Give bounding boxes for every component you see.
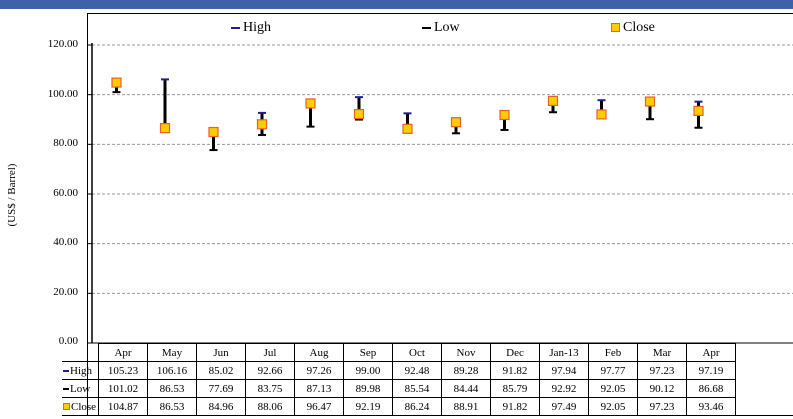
legend-item-low: Low bbox=[422, 20, 460, 36]
category-label: Apr bbox=[686, 343, 736, 362]
cell-low: 86.53 bbox=[147, 379, 197, 398]
close-marker bbox=[111, 77, 122, 88]
legend: High Low Close bbox=[88, 18, 793, 42]
data-table-row-high: High 105.23 106.16 85.02 92.66 97.26 99.… bbox=[62, 361, 736, 380]
row-close-label: Close bbox=[71, 400, 97, 413]
cell-high: 99.00 bbox=[343, 361, 393, 380]
close-marker bbox=[644, 96, 656, 107]
y-tick-40: 40.00 bbox=[53, 236, 78, 248]
row-head-high: High bbox=[62, 361, 99, 380]
cell-low: 77.69 bbox=[196, 379, 246, 398]
cell-low: 92.92 bbox=[539, 379, 589, 398]
cell-close: 86.53 bbox=[147, 397, 197, 416]
row-head-close: Close bbox=[62, 397, 99, 416]
close-marker bbox=[159, 123, 171, 134]
cell-high: 91.82 bbox=[490, 361, 540, 380]
cell-low: 85.79 bbox=[490, 379, 540, 398]
cell-high: 97.26 bbox=[294, 361, 344, 380]
cell-low: 83.75 bbox=[245, 379, 295, 398]
cell-close: 93.46 bbox=[686, 397, 736, 416]
legend-close-label: Close bbox=[623, 20, 655, 35]
cell-low: 85.54 bbox=[392, 379, 442, 398]
legend-high-label: High bbox=[243, 20, 271, 35]
top-banner bbox=[0, 0, 793, 9]
category-label: Sep bbox=[343, 343, 393, 362]
cell-low: 90.12 bbox=[637, 379, 687, 398]
close-marker bbox=[693, 105, 704, 117]
cell-high: 97.19 bbox=[686, 361, 736, 380]
row-high-swatch bbox=[63, 369, 69, 372]
cell-high: 92.48 bbox=[392, 361, 442, 380]
close-marker bbox=[547, 95, 559, 106]
close-marker bbox=[256, 119, 268, 130]
category-label: Dec bbox=[490, 343, 540, 362]
cell-close: 97.23 bbox=[637, 397, 687, 416]
legend-close-swatch bbox=[611, 23, 620, 33]
close-marker bbox=[353, 108, 365, 120]
close-marker bbox=[305, 98, 316, 109]
close-marker bbox=[450, 117, 462, 128]
cell-low: 87.13 bbox=[294, 379, 344, 398]
data-table-header-row: Apr May Jun Jul Aug Sep Oct Nov Dec Jan-… bbox=[62, 343, 736, 362]
row-low-swatch bbox=[63, 387, 69, 390]
category-label: May bbox=[147, 343, 197, 362]
cell-low: 84.44 bbox=[441, 379, 491, 398]
row-close-swatch bbox=[63, 403, 70, 411]
cell-close: 88.06 bbox=[245, 397, 295, 416]
cell-close: 91.82 bbox=[490, 397, 540, 416]
cell-high: 97.77 bbox=[588, 361, 638, 380]
cell-high: 97.94 bbox=[539, 361, 589, 380]
cell-low: 86.68 bbox=[686, 379, 736, 398]
row-high-label: High bbox=[70, 364, 92, 377]
cell-high: 85.02 bbox=[196, 361, 246, 380]
cell-close: 96.47 bbox=[294, 397, 344, 416]
cell-high: 92.66 bbox=[245, 361, 295, 380]
close-marker bbox=[596, 109, 607, 120]
legend-high-swatch bbox=[231, 26, 240, 29]
close-marker bbox=[499, 109, 510, 121]
data-table-row-close: Close 104.87 86.53 84.96 88.06 96.47 92.… bbox=[62, 397, 736, 416]
cell-low: 89.98 bbox=[343, 379, 393, 398]
y-tick-20: 20.00 bbox=[53, 286, 78, 298]
cell-high: 97.23 bbox=[637, 361, 687, 380]
legend-item-high: High bbox=[231, 20, 271, 36]
cell-close: 92.05 bbox=[588, 397, 638, 416]
y-tick-100: 100.00 bbox=[47, 88, 78, 100]
legend-low-swatch bbox=[422, 26, 431, 29]
data-table: Apr May Jun Jul Aug Sep Oct Nov Dec Jan-… bbox=[62, 343, 736, 416]
row-low-label: Low bbox=[70, 382, 91, 395]
category-label: Mar bbox=[637, 343, 687, 362]
cell-close: 92.19 bbox=[343, 397, 393, 416]
cell-close: 88.91 bbox=[441, 397, 491, 416]
close-marker bbox=[402, 123, 413, 134]
cell-close: 84.96 bbox=[196, 397, 246, 416]
category-label: Jun bbox=[196, 343, 246, 362]
data-table-row-low: Low 101.02 86.53 77.69 83.75 87.13 89.98… bbox=[62, 379, 736, 398]
cell-low: 101.02 bbox=[98, 379, 148, 398]
legend-item-close: Close bbox=[611, 20, 655, 36]
y-tick-80: 80.00 bbox=[53, 137, 78, 149]
category-label: Apr bbox=[98, 343, 148, 362]
cell-high: 89.28 bbox=[441, 361, 491, 380]
cell-close: 86.24 bbox=[392, 397, 442, 416]
cell-high: 106.16 bbox=[147, 361, 197, 380]
category-label: Aug bbox=[294, 343, 344, 362]
category-label: Jan-13 bbox=[539, 343, 589, 362]
legend-low-label: Low bbox=[434, 20, 460, 35]
category-label: Feb bbox=[588, 343, 638, 362]
category-label: Nov bbox=[441, 343, 491, 362]
category-label: Oct bbox=[392, 343, 442, 362]
close-marker bbox=[208, 126, 219, 138]
y-tick-60: 60.00 bbox=[53, 187, 78, 199]
y-tick-0: 0.00 bbox=[58, 335, 78, 347]
cell-high: 105.23 bbox=[98, 361, 148, 380]
row-head-low: Low bbox=[62, 379, 99, 398]
y-tick-120: 120.00 bbox=[47, 38, 78, 50]
category-label: Jul bbox=[245, 343, 295, 362]
cell-low: 92.05 bbox=[588, 379, 638, 398]
cell-close: 104.87 bbox=[98, 397, 148, 416]
data-table-corner bbox=[62, 344, 99, 362]
cell-close: 97.49 bbox=[539, 397, 589, 416]
